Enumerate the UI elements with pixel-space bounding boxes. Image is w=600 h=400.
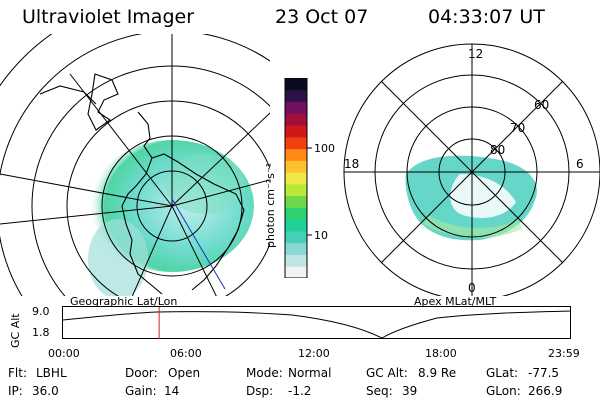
- mlt-label-0: 0: [468, 281, 476, 295]
- colorbar-segment: [285, 148, 307, 161]
- mode-key: Mode:: [246, 366, 283, 380]
- mlat-label-70: 70: [510, 121, 525, 135]
- colorbar-segment: [285, 207, 307, 220]
- mode-value: Normal: [288, 366, 332, 380]
- colorbar-segment: [285, 230, 307, 244]
- colorbar-segment: [285, 160, 307, 173]
- instrument-title: Ultraviolet Imager: [22, 6, 195, 28]
- glon-value: 266.9: [528, 384, 563, 398]
- seq-value: 39: [402, 384, 418, 398]
- colorbar-tick-10: 10: [314, 229, 328, 242]
- mlt-label-12: 12: [468, 47, 483, 61]
- apex-label: Apex MLat/MLT: [414, 295, 497, 308]
- altitude-xtick-1800: 18:00: [425, 347, 457, 360]
- altitude-xtick-0600: 06:00: [170, 347, 202, 360]
- mlt-label-18: 18: [344, 157, 359, 171]
- door-key: Door:: [125, 366, 158, 380]
- colorbar: 100 10: [284, 78, 335, 278]
- gc-alt-value: 8.9 Re: [418, 366, 457, 380]
- altitude-xtick-0000: 00:00: [48, 347, 80, 360]
- colorbar-segment: [285, 254, 307, 267]
- altitude-ytick-1-8: 1.8: [32, 326, 50, 339]
- ip-key: IP:: [8, 384, 23, 398]
- gain-value: 14: [164, 384, 180, 398]
- glon-key: GLon:: [486, 384, 521, 398]
- altitude-xtick-1200: 12:00: [298, 347, 330, 360]
- mlat-label-80: 80: [490, 143, 505, 157]
- ip-value: 36.0: [32, 384, 59, 398]
- altitude-plot: [62, 306, 571, 339]
- colorbar-segment: [285, 172, 307, 185]
- geographic-label: Geographic Lat/Lon: [70, 295, 178, 308]
- colorbar-segment: [285, 89, 307, 103]
- colorbar-segment: [285, 78, 307, 91]
- altitude-curve: [62, 310, 571, 339]
- colorbar-unit-label: photon cm⁻²s⁻¹: [264, 162, 277, 248]
- colorbar-segment: [285, 266, 307, 278]
- altitude-xtick-2359: 23:59: [548, 347, 580, 360]
- colorbar-tick-100: 100: [314, 142, 335, 155]
- colorbar-segment: [285, 136, 307, 150]
- mlt-label-6: 6: [576, 157, 584, 171]
- satellite-track: [171, 198, 226, 290]
- colorbar-segment: [285, 113, 307, 126]
- colorbar-segment: [285, 219, 307, 232]
- mlat-label-60: 60: [534, 98, 549, 112]
- filter-key: Flt:: [8, 366, 27, 380]
- glat-key: GLat:: [486, 366, 519, 380]
- colorbar-segment: [285, 125, 307, 138]
- colorbar-segment: [285, 183, 307, 197]
- apex-polar-map: 12 18 6 0 60 70 80: [343, 43, 600, 296]
- altitude-ylabel: GC Alt: [9, 313, 22, 348]
- seq-key: Seq:: [366, 384, 393, 398]
- altitude-ytick-9: 9.0: [32, 305, 50, 318]
- dsp-key: Dsp:: [246, 384, 274, 398]
- colorbar-segment: [285, 101, 307, 114]
- door-value: Open: [168, 366, 201, 380]
- dsp-value: -1.2: [288, 384, 312, 398]
- filter-value: LBHL: [36, 366, 67, 380]
- colorbar-segment: [285, 195, 307, 208]
- gain-key: Gain:: [125, 384, 157, 398]
- geographic-map: [0, 34, 270, 296]
- gc-alt-key: GC Alt:: [366, 366, 408, 380]
- glat-value: -77.5: [528, 366, 560, 380]
- date-label: 23 Oct 07: [275, 6, 369, 28]
- time-label: 04:33:07 UT: [428, 6, 545, 28]
- colorbar-segment: [285, 242, 307, 255]
